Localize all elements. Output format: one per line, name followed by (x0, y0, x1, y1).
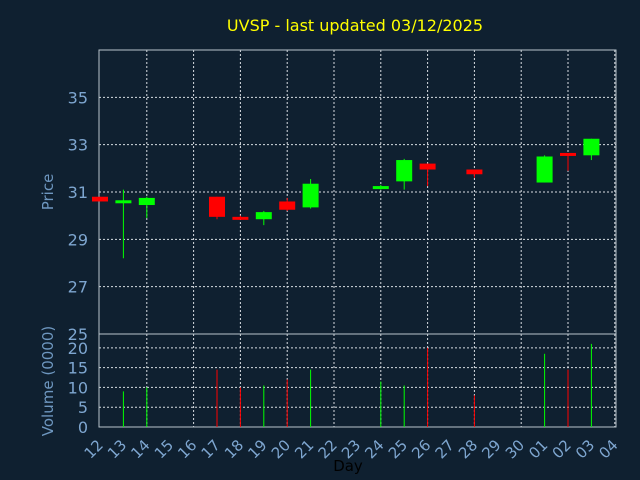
candle-body (419, 163, 436, 170)
volume-tick-label: 5 (78, 398, 88, 417)
candle-body (536, 156, 553, 183)
candle-body (209, 196, 225, 217)
candle-body (92, 196, 108, 202)
candle (302, 178, 319, 209)
candle (396, 158, 413, 190)
candle-body (279, 201, 296, 210)
candle-body (302, 183, 319, 208)
candle (466, 169, 483, 178)
candle-body (372, 186, 389, 190)
candle-body (396, 160, 413, 182)
price-axis-ticks: 25 27 29 31 33 35 (68, 88, 88, 344)
candle-body (232, 216, 249, 220)
price-tick-label: 25 (68, 325, 88, 344)
volume-tick-label: 10 (68, 378, 88, 397)
candle-body (466, 169, 483, 175)
candle-body (138, 197, 155, 206)
volume-tick-label: 15 (68, 359, 88, 378)
candle (255, 210, 272, 226)
candle-body (583, 138, 600, 156)
candle (279, 197, 296, 211)
price-tick-label: 27 (68, 278, 88, 297)
volume-axis-label: Volume (0000) (39, 326, 57, 436)
price-tick-label: 33 (68, 136, 88, 155)
price-tick-label: 31 (68, 183, 88, 202)
candle (536, 155, 553, 183)
volume-series (122, 343, 592, 427)
candle (92, 196, 108, 202)
volume-tick-label: 0 (78, 418, 88, 437)
candle (138, 196, 155, 219)
candle-body (560, 152, 576, 156)
x-axis-label: Day (333, 457, 363, 475)
candle (372, 184, 389, 190)
volume-tick-label: 20 (68, 339, 88, 358)
candle (583, 138, 600, 161)
candle (209, 196, 225, 220)
candle (419, 163, 436, 187)
candle-body (115, 200, 132, 204)
price-grid (99, 50, 616, 334)
candle (560, 152, 576, 171)
candle (232, 215, 249, 220)
chart-title: UVSP - last updated 03/12/2025 (227, 16, 483, 35)
candlestick-series (92, 138, 600, 259)
price-tick-label: 29 (68, 230, 88, 249)
candle (115, 189, 132, 259)
candle-body (255, 212, 272, 220)
price-tick-label: 35 (68, 88, 88, 107)
price-axis-label: Price (39, 174, 57, 211)
volume-panel-frame (98, 333, 617, 428)
